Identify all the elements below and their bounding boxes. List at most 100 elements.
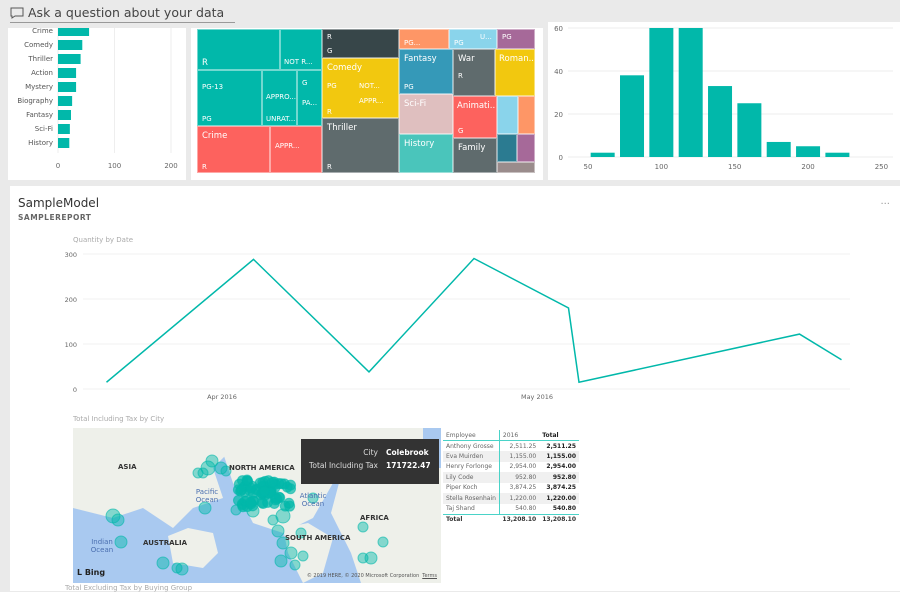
treemap-cell[interactable]: Sci-Fi xyxy=(399,94,453,134)
treemap-cell[interactable]: PG... xyxy=(399,29,449,49)
treemap-cell[interactable]: PG xyxy=(497,29,535,49)
table-row[interactable]: Lily Code 952.80 952.80 xyxy=(443,472,580,483)
x-tick-label: 0 xyxy=(56,162,60,170)
table-row[interactable]: Piper Koch 3,874.25 3,874.25 xyxy=(443,482,579,493)
table-cell: Lily Code xyxy=(443,472,500,483)
treemap-cell[interactable]: G PA... xyxy=(297,70,322,126)
city-bubble xyxy=(275,478,287,490)
treemap-label: PG... xyxy=(404,39,421,47)
treemap-cell[interactable]: NOT R... xyxy=(280,29,322,70)
city-bubble xyxy=(284,546,298,560)
treemap-cell[interactable]: Family xyxy=(453,138,497,173)
col-2016[interactable]: 2016 xyxy=(502,431,519,439)
treemap-label: R xyxy=(327,33,332,41)
total-cell: 13,208.10 xyxy=(542,516,577,523)
col-total[interactable]: Total xyxy=(542,431,559,439)
x-tick-label: 200 xyxy=(164,162,177,170)
table-cell: 952.80 xyxy=(515,473,537,481)
treemap-cell[interactable]: PG U... xyxy=(449,29,497,49)
y-tick-label: 0 xyxy=(559,154,563,162)
histogram-bar xyxy=(825,152,850,157)
y-tick-label: 40 xyxy=(554,68,563,76)
city-bubble xyxy=(258,485,270,497)
table-row[interactable]: Taj Shand 540.80 540.80 xyxy=(443,503,579,514)
treemap-cell[interactable]: Comedy PG NOT... APPR... R xyxy=(322,58,399,118)
table-row[interactable]: Henry Forlonge 2,954.00 2,954.00 xyxy=(443,461,579,472)
chat-icon xyxy=(10,7,24,19)
city-bubble xyxy=(156,556,170,570)
histogram-bar xyxy=(649,28,674,157)
city-bubble xyxy=(114,535,128,549)
treemap-label: PG xyxy=(404,83,414,91)
bar xyxy=(58,138,70,148)
treemap-label: NOT R... xyxy=(284,58,313,66)
treemap-cell[interactable]: Animati... G xyxy=(453,96,497,138)
y-tick-label: 60 xyxy=(554,25,563,33)
table-row[interactable]: Eva Muirden 1,155.00 1,155.00 xyxy=(443,451,580,462)
histogram-bar xyxy=(590,152,615,157)
genre-bar-tile[interactable]: 0 100 200 Crime Comedy Thriller Action Mystery B… xyxy=(8,26,186,180)
histogram-bar xyxy=(766,141,791,157)
treemap-cell[interactable] xyxy=(497,162,535,173)
map-label-australia: AUSTRALIA xyxy=(143,539,187,547)
col-employee[interactable]: Employee xyxy=(443,430,500,441)
treemap-cell[interactable] xyxy=(497,134,517,162)
treemap-label: PG xyxy=(202,115,212,123)
bar xyxy=(58,40,83,50)
treemap-label: G xyxy=(302,79,308,87)
treemap-cell[interactable] xyxy=(497,96,518,134)
treemap-label: R xyxy=(458,72,463,80)
more-options-button[interactable]: ... xyxy=(880,196,890,207)
table-cell: Anthony Grosse xyxy=(443,440,500,451)
histogram-bar xyxy=(708,86,733,157)
city-bubble xyxy=(276,536,290,550)
treemap-cell[interactable]: Crime R xyxy=(197,126,270,173)
category-label: Sci-Fi xyxy=(35,125,53,133)
total-cell: 13,208.10 xyxy=(502,516,537,523)
table-cell: 952.80 xyxy=(552,473,577,481)
city-bubble xyxy=(236,484,248,496)
category-label: Crime xyxy=(32,28,53,35)
treemap-cell[interactable]: War R xyxy=(453,49,495,96)
treemap-label: Animati... xyxy=(457,101,497,111)
table-cell: 2,511.25 xyxy=(509,442,537,450)
map-label-atlantic: Atlantic Ocean xyxy=(299,492,327,508)
map-attribution: © 2019 HERE, © 2020 Microsoft Corporatio… xyxy=(307,573,437,579)
treemap-cell[interactable] xyxy=(518,96,535,134)
treemap-cell[interactable]: APPR... xyxy=(270,126,322,173)
next-visual-title: Total Excluding Tax by Buying Group xyxy=(65,584,193,592)
table-cell: 2,954.00 xyxy=(546,463,577,471)
category-label: Biography xyxy=(17,97,53,105)
table-cell: 540.80 xyxy=(515,505,537,512)
table-row[interactable]: Anthony Grosse 2,511.25 2,511.25 xyxy=(443,440,579,451)
total-cell: Total xyxy=(446,516,463,523)
treemap-cell[interactable]: PG-13 PG xyxy=(197,70,262,126)
table-cell: 2,511.25 xyxy=(546,442,577,450)
treemap-tile[interactable]: R NOT R... PG-13 PG APPRO... UNRAT... G PA... Cr… xyxy=(191,28,543,180)
category-label: Fantasy xyxy=(26,111,53,119)
treemap-label: Crime xyxy=(202,131,228,141)
qa-input[interactable]: Ask a question about your data xyxy=(10,3,235,23)
treemap-cell[interactable]: Roman... xyxy=(495,49,535,96)
treemap-cell[interactable]: R xyxy=(197,29,280,70)
map-terms-link[interactable]: Terms xyxy=(422,573,437,579)
histogram-tile[interactable]: 0 20 40 60 50 100 150 200 250 xyxy=(548,22,900,180)
treemap-cell[interactable] xyxy=(517,134,535,162)
treemap-label: PG-13 xyxy=(202,83,224,91)
table-cell: 3,874.25 xyxy=(546,484,577,492)
treemap-cell[interactable]: Fantasy PG xyxy=(399,49,453,94)
treemap-cell[interactable]: APPRO... UNRAT... xyxy=(262,70,297,126)
category-label: Action xyxy=(31,69,53,77)
map[interactable]: ASIA NORTH AMERICA Pacific Ocean Atlanti… xyxy=(73,428,441,583)
treemap-label: R xyxy=(202,163,207,171)
sample-model-panel: SampleModel SAMPLEREPORT ... Quantity by… xyxy=(10,186,900,592)
map-label-south-america: SOUTH AMERICA xyxy=(285,534,351,542)
treemap-cell[interactable]: Thriller R xyxy=(322,118,399,173)
table-row[interactable]: Stella Rosenhain 1,220.00 1,220.00 xyxy=(443,493,580,504)
city-bubble xyxy=(245,496,257,508)
bar xyxy=(58,82,77,92)
line-chart[interactable]: 0 100 200 300 Apr 2016 May 2016 xyxy=(65,246,855,406)
treemap-cell[interactable]: History xyxy=(399,134,453,173)
y-tick-label: 0 xyxy=(73,386,77,394)
